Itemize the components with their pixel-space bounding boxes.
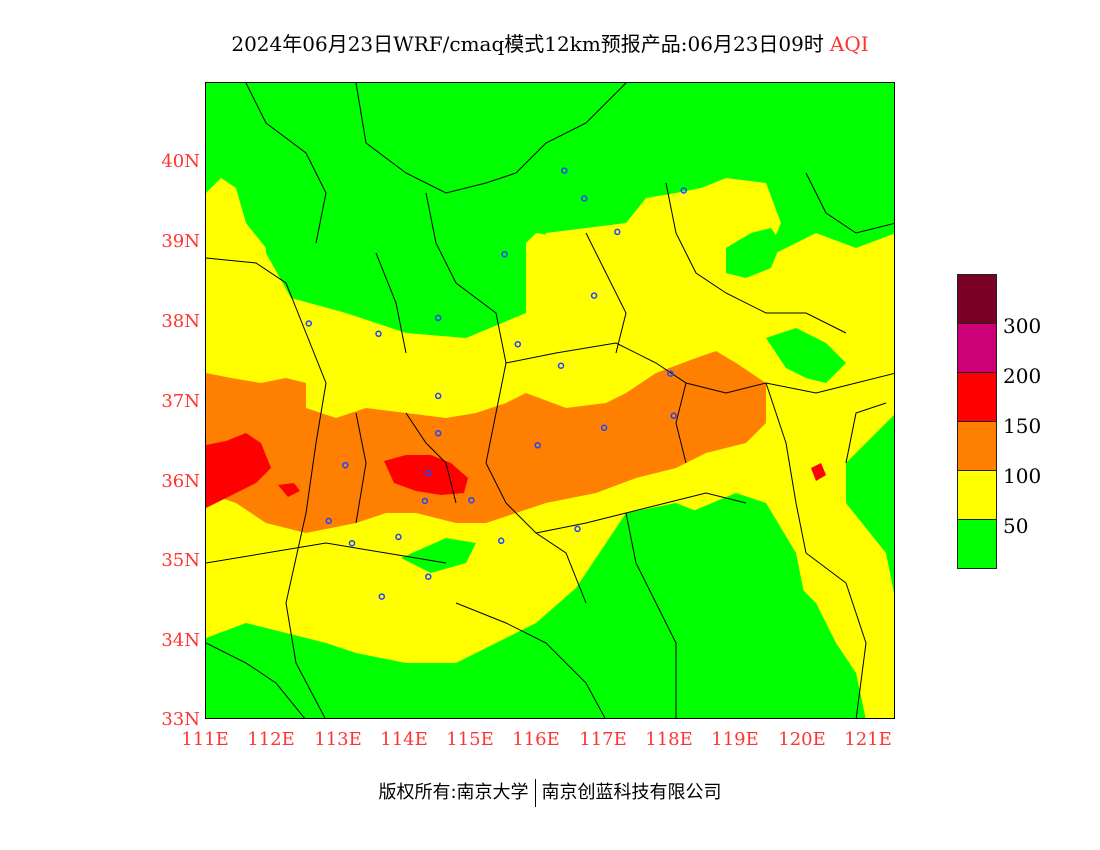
station-marker: [590, 292, 598, 299]
lat-label-35N: 35N: [161, 550, 200, 571]
legend-label-100: 100: [1003, 464, 1042, 488]
province-boundaries: [206, 83, 894, 718]
lat-label-33N: 33N: [161, 709, 200, 730]
station-marker: [468, 496, 475, 504]
lon-label-120E: 120E: [778, 729, 826, 750]
aqi-field-unhealthy-east: [811, 463, 826, 481]
lon-label-116E: 116E: [512, 729, 560, 750]
lon-label-112E: 112E: [247, 729, 295, 750]
legend-label-300: 300: [1003, 314, 1042, 338]
footer-right: 南京创蓝科技有限公司: [541, 782, 722, 803]
station-marker: [421, 497, 429, 505]
aqi-map-canvas: [206, 83, 894, 718]
legend-swatch-sensitive: [957, 421, 997, 471]
lat-label-36N: 36N: [161, 471, 200, 492]
lon-label-114E: 114E: [380, 729, 428, 750]
aqi-field-moderate-north: [526, 183, 766, 338]
legend-swatch-unhealthy: [957, 372, 997, 422]
aqi-field-moderate-west: [206, 178, 266, 273]
lat-label-34N: 34N: [161, 630, 200, 651]
station-marker: [600, 424, 608, 432]
aqi-field-unhealthy-west: [206, 433, 271, 508]
station-marker: [614, 228, 621, 236]
aqi-field-sensitive: [206, 351, 766, 533]
aqi-map: [205, 82, 895, 719]
station-marker: [497, 537, 505, 545]
legend-swatch-very-unhealthy: [957, 323, 997, 373]
legend-swatch-moderate: [957, 470, 997, 520]
lon-label-111E: 111E: [181, 729, 229, 750]
title-variable: AQI: [829, 32, 869, 56]
station-marker: [534, 442, 541, 449]
station-markers: [305, 167, 687, 600]
station-marker: [574, 525, 581, 533]
legend-swatch-good: [957, 519, 997, 569]
station-marker: [434, 392, 442, 400]
lat-label-40N: 40N: [161, 151, 200, 172]
station-marker: [378, 593, 386, 600]
station-marker: [348, 539, 356, 547]
lon-label-118E: 118E: [645, 729, 693, 750]
aqi-legend: [957, 274, 997, 569]
lon-label-113E: 113E: [314, 729, 362, 750]
aqi-field-good-patch-small: [401, 538, 476, 573]
lon-label-119E: 119E: [711, 729, 759, 750]
aqi-field-good-patch-east: [766, 328, 846, 383]
station-marker: [557, 362, 565, 369]
aqi-field-good-patch: [726, 228, 781, 278]
station-marker: [680, 187, 687, 194]
station-marker: [375, 330, 382, 338]
station-marker: [395, 533, 402, 541]
station-marker: [342, 461, 349, 469]
footer-left: 版权所有:南京大学: [378, 782, 529, 803]
station-marker: [425, 469, 432, 477]
station-marker: [305, 320, 313, 327]
lon-label-121E: 121E: [844, 729, 892, 750]
legend-label-150: 150: [1003, 414, 1042, 438]
lon-label-117E: 117E: [579, 729, 627, 750]
station-marker: [425, 573, 432, 580]
lat-label-39N: 39N: [161, 231, 200, 252]
station-marker: [580, 195, 588, 202]
footer-separator: [534, 779, 536, 807]
lat-label-38N: 38N: [161, 311, 200, 332]
aqi-field-good-patch-south: [636, 493, 816, 643]
station-marker: [325, 517, 332, 525]
station-marker: [514, 340, 522, 348]
copyright-footer: 版权所有:南京大学 南京创蓝科技有限公司: [0, 778, 1100, 807]
station-marker: [667, 370, 674, 377]
title-main: 2024年06月23日WRF/cmaq模式12km预报产品:06月23日09时: [231, 32, 824, 56]
station-marker: [434, 314, 442, 322]
station-marker: [434, 430, 442, 437]
aqi-field-unhealthy-small: [278, 483, 300, 497]
lon-label-115E: 115E: [446, 729, 494, 750]
station-marker: [561, 167, 568, 174]
legend-label-200: 200: [1003, 364, 1042, 388]
lat-label-37N: 37N: [161, 391, 200, 412]
legend-swatch-hazardous: [957, 274, 997, 324]
map-title: 2024年06月23日WRF/cmaq模式12km预报产品:06月23日09时 A…: [0, 28, 1100, 57]
station-marker: [670, 412, 677, 420]
station-marker: [501, 250, 508, 258]
legend-label-50: 50: [1003, 514, 1029, 538]
